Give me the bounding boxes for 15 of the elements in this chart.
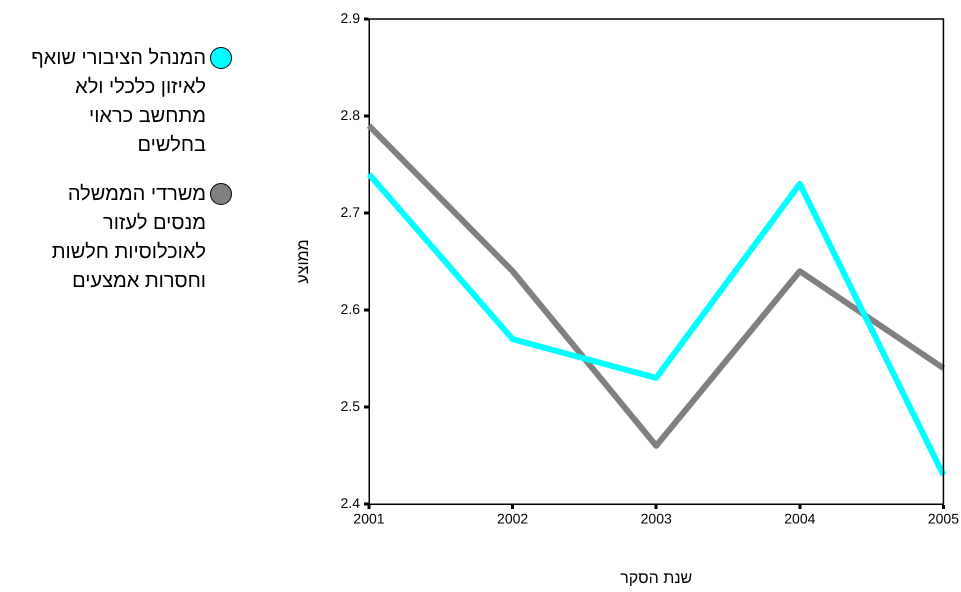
y-tick-label: 2.7 [340, 204, 360, 220]
y-tick-label: 2.9 [340, 10, 360, 26]
x-axis-title: שנת הסקר [620, 570, 692, 587]
x-tick-label: 2002 [497, 510, 528, 526]
x-tick-label: 2003 [640, 510, 672, 526]
y-tick-label: 2.6 [340, 300, 360, 317]
y-tick-label: 2.4 [340, 494, 360, 511]
y-tick-label: 2.8 [340, 106, 360, 123]
y-axis-title: ממוצע [295, 239, 312, 284]
y-tick-label: 2.5 [340, 398, 360, 414]
x-tick-label: 2001 [353, 510, 385, 526]
x-tick-label: 2004 [784, 510, 816, 526]
x-tick-label: 2005 [928, 510, 960, 526]
legend-label: המנהל הציבורי שואף לאיזון כלכלי ולא מתחשב כראוי בחלשים [30, 46, 206, 158]
legend-label: משרדי הממשלה מנסים לעזור לאוכלוסיות חלשות וחסרות אמצעים [50, 182, 206, 294]
